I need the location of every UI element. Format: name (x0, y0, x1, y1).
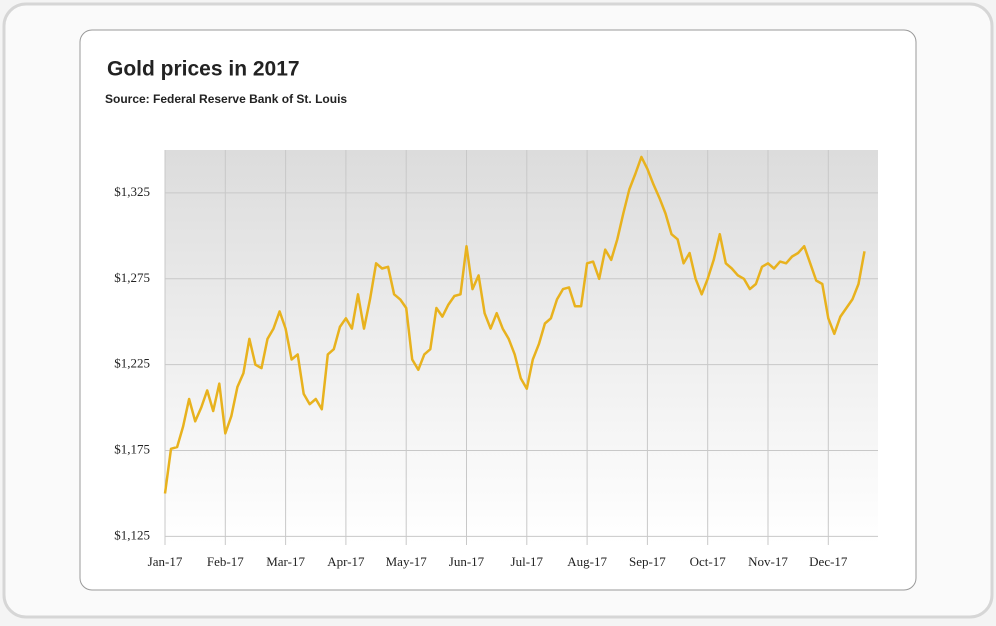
x-tick-label: Aug-17 (567, 554, 607, 569)
x-tick-label: Sep-17 (629, 554, 666, 569)
x-tick-label: Jul-17 (511, 554, 544, 569)
y-tick-label: $1,325 (114, 184, 150, 199)
x-tick-label: Apr-17 (327, 554, 365, 569)
chart-subtitle: Source: Federal Reserve Bank of St. Loui… (105, 92, 347, 106)
x-tick-label: Dec-17 (809, 554, 848, 569)
y-tick-label: $1,275 (114, 270, 150, 285)
y-tick-label: $1,225 (114, 356, 150, 371)
x-tick-label: Jun-17 (449, 554, 485, 569)
x-tick-label: Mar-17 (266, 554, 305, 569)
y-tick-label: $1,125 (114, 527, 150, 542)
chart-title: Gold prices in 2017 (107, 58, 300, 81)
x-tick-label: Nov-17 (748, 554, 788, 569)
y-tick-label: $1,175 (114, 442, 150, 457)
price-line (163, 155, 866, 494)
x-tick-label: May-17 (386, 554, 428, 569)
x-tick-label: Oct-17 (690, 554, 727, 569)
plot-area (165, 150, 878, 545)
x-tick-label: Feb-17 (207, 554, 244, 569)
x-tick-label: Jan-17 (148, 554, 183, 569)
